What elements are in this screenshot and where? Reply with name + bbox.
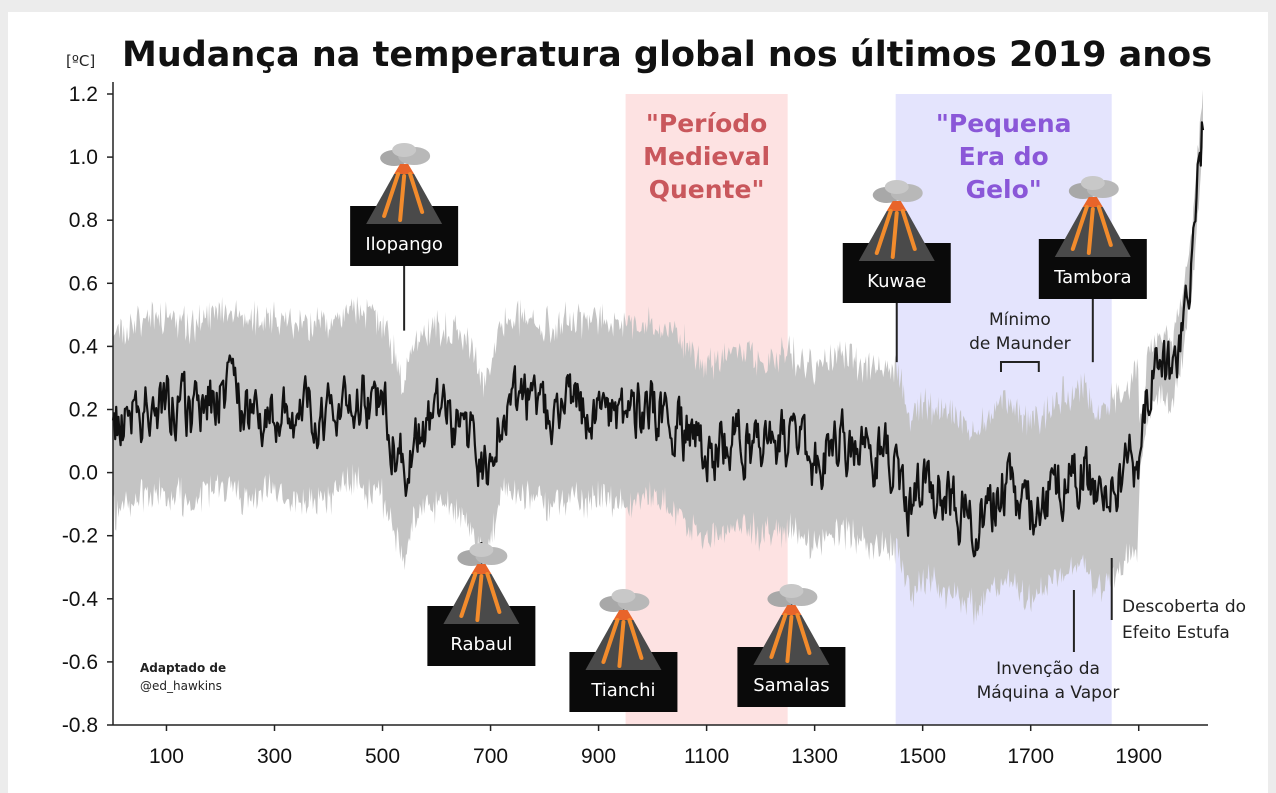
y-tick-label-5: 0.2 (69, 399, 98, 422)
x-tick-label-6: 1300 (791, 745, 838, 768)
volcano-marker-samalas: Samalas (737, 584, 846, 707)
volcano-icon (443, 543, 520, 624)
volcano-label: Ilopango (365, 234, 443, 255)
credit-label: Adaptado de (140, 661, 226, 675)
annotation-2-line-1: Efeito Estufa (1122, 623, 1230, 643)
y-tick-label-3: 0.6 (69, 272, 98, 295)
y-tick-label-2: 0.8 (69, 209, 98, 232)
volcano-lava-flows (601, 618, 644, 668)
annotation-0-line-0: Mínimo (989, 310, 1051, 330)
volcano-lava-top (471, 564, 492, 574)
x-tick-label-1: 300 (257, 745, 292, 768)
annotation-0-line-1: de Maunder (969, 334, 1071, 354)
volcano-label: Tambora (1053, 267, 1131, 288)
volcano-smoke (469, 543, 494, 557)
period-label-0-line-1: Medieval (643, 142, 770, 171)
annotation-2-line-0: Descoberta do (1122, 597, 1246, 617)
y-tick-label-8: -0.4 (62, 588, 99, 611)
volcano-lava-top (1082, 197, 1103, 207)
y-tick-label-1: 1.0 (69, 146, 98, 169)
y-axis-unit: [ºC] (66, 52, 95, 70)
period-label-1-line-1: Era do (959, 142, 1049, 171)
volcano-label: Tianchi (590, 680, 655, 701)
volcano-label: Samalas (753, 675, 829, 696)
volcano-lava-top (781, 605, 802, 615)
y-tick-label-7: -0.2 (62, 525, 98, 548)
volcano-marker-kuwae: Kuwae (842, 180, 951, 363)
y-tick-label-10: -0.8 (62, 714, 98, 737)
volcano-smoke (779, 584, 804, 598)
volcano-smoke (392, 143, 417, 157)
y-tick-label-9: -0.6 (62, 651, 98, 674)
volcano-smoke (611, 589, 636, 603)
y-tick-label-0: 1.2 (69, 83, 98, 106)
volcano-marker-tambora: Tambora (1038, 176, 1147, 363)
annotation-1-line-0: Invenção da (996, 659, 1100, 679)
volcano-icon (858, 180, 935, 261)
y-tick-label-4: 0.4 (69, 335, 99, 358)
x-tick-label-8: 1700 (1007, 745, 1054, 768)
x-tick-label-3: 700 (473, 745, 508, 768)
period-label-0-line-2: Quente" (649, 175, 765, 204)
x-tick-label-5: 1100 (684, 745, 729, 768)
period-label-1-line-2: Gelo" (966, 175, 1042, 204)
period-label-0-line-0: "Período (646, 109, 767, 138)
volcano-icon (1054, 176, 1131, 257)
volcano-lava-flows (382, 172, 425, 222)
period-label-1-line-0: "Pequena (936, 109, 1072, 138)
volcano-marker-tianchi: Tianchi (569, 589, 678, 712)
volcano-icon (753, 584, 830, 665)
volcano-label: Kuwae (867, 271, 926, 292)
x-tick-label-9: 1900 (1115, 745, 1162, 768)
volcano-lava-flows (1070, 205, 1113, 255)
volcano-lava-flows (874, 209, 917, 259)
temperature-line (111, 121, 1205, 558)
annotation-bracket-0 (999, 361, 1040, 372)
credit: Adaptado de @ed_hawkins (140, 661, 226, 693)
credit-handle: @ed_hawkins (140, 679, 222, 693)
volcano-lava-top (886, 201, 907, 211)
volcano-lava-top (394, 164, 415, 174)
annotation-1-line-1: Máquina a Vapor (977, 683, 1120, 703)
chart-title: Mudança na temperatura global nos último… (122, 35, 1212, 75)
volcano-lava-flows (459, 572, 502, 622)
x-tick-label-2: 500 (365, 745, 400, 768)
volcano-lava-top (613, 610, 634, 620)
volcano-smoke (1080, 176, 1105, 190)
volcano-icon (585, 589, 662, 670)
x-tick-label-7: 1500 (899, 745, 946, 768)
volcano-marker-rabaul: Rabaul (427, 542, 536, 666)
volcano-lava-flows (769, 613, 812, 663)
volcano-label: Rabaul (450, 634, 512, 655)
volcano-smoke (884, 180, 909, 194)
x-tick-label-4: 900 (581, 745, 616, 768)
y-tick-label-6: 0.0 (69, 462, 98, 485)
volcano-marker-ilopango: Ilopango (350, 143, 459, 331)
x-tick-label-0: 100 (149, 745, 184, 768)
volcano-icon (366, 143, 443, 224)
